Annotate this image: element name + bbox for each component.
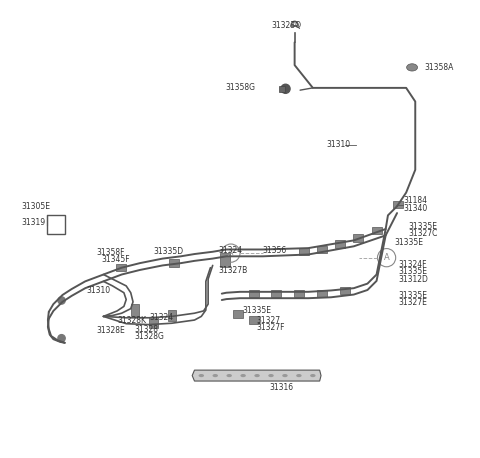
Bar — [335, 240, 345, 248]
Ellipse shape — [227, 374, 232, 377]
Text: 31328K: 31328K — [117, 316, 146, 325]
Text: 31335E: 31335E — [398, 267, 427, 276]
Text: 31310: 31310 — [326, 140, 350, 149]
Bar — [47, 215, 65, 234]
Text: 31184: 31184 — [404, 196, 428, 205]
Text: 31312D: 31312D — [398, 275, 428, 284]
Bar — [372, 227, 382, 234]
Bar — [353, 234, 363, 242]
Text: 31335E: 31335E — [398, 290, 427, 300]
Bar — [279, 86, 285, 92]
Polygon shape — [192, 370, 321, 381]
Text: 31340: 31340 — [404, 203, 428, 213]
Text: A: A — [228, 249, 234, 258]
Bar — [294, 290, 304, 297]
Ellipse shape — [282, 374, 288, 377]
Text: 31327F: 31327F — [256, 323, 285, 333]
Bar — [169, 260, 179, 267]
Bar — [394, 202, 403, 208]
Text: 31324: 31324 — [218, 246, 242, 256]
Text: 31323Q: 31323Q — [272, 21, 302, 30]
Ellipse shape — [310, 374, 315, 377]
Text: 31328E: 31328E — [96, 327, 125, 335]
Text: 31358F: 31358F — [96, 248, 125, 257]
Circle shape — [281, 84, 290, 93]
Bar — [317, 246, 327, 253]
Circle shape — [58, 297, 65, 304]
Bar — [317, 290, 327, 297]
Text: 31358A: 31358A — [424, 63, 454, 72]
Ellipse shape — [268, 374, 274, 377]
Text: 31358G: 31358G — [226, 83, 255, 93]
Text: 31356: 31356 — [263, 246, 287, 256]
Ellipse shape — [213, 374, 218, 377]
Bar — [131, 304, 139, 316]
Ellipse shape — [199, 374, 204, 377]
Text: 31324F: 31324F — [398, 260, 427, 269]
Text: 31335E: 31335E — [408, 222, 437, 231]
Text: 31335E: 31335E — [242, 306, 271, 316]
Text: 31327C: 31327C — [408, 229, 438, 238]
Text: 31327E: 31327E — [398, 298, 427, 307]
Bar — [168, 310, 176, 321]
Bar — [340, 287, 350, 294]
Text: 31327B: 31327B — [218, 267, 247, 275]
Bar — [271, 290, 281, 297]
Ellipse shape — [240, 374, 246, 377]
Bar — [249, 316, 259, 324]
Text: 31316: 31316 — [270, 383, 294, 392]
Text: 31305E: 31305E — [22, 202, 50, 211]
Text: 31324: 31324 — [149, 313, 173, 322]
Bar — [149, 316, 157, 328]
Text: 31319: 31319 — [22, 218, 46, 227]
Bar — [299, 248, 309, 256]
Bar — [249, 290, 259, 297]
Ellipse shape — [296, 374, 301, 377]
Text: 31327: 31327 — [256, 316, 280, 325]
Text: 31328G: 31328G — [134, 333, 164, 341]
Text: 31310: 31310 — [86, 286, 110, 295]
Ellipse shape — [407, 64, 418, 71]
Bar — [220, 253, 230, 267]
Bar — [116, 264, 126, 271]
Text: 31335D: 31335D — [154, 247, 184, 256]
Text: 31345F: 31345F — [101, 256, 130, 264]
Text: A: A — [384, 253, 389, 262]
Bar — [233, 311, 243, 318]
Circle shape — [58, 335, 65, 342]
Ellipse shape — [254, 374, 260, 377]
Text: 31335E: 31335E — [395, 238, 424, 247]
Text: 31328: 31328 — [134, 325, 158, 333]
